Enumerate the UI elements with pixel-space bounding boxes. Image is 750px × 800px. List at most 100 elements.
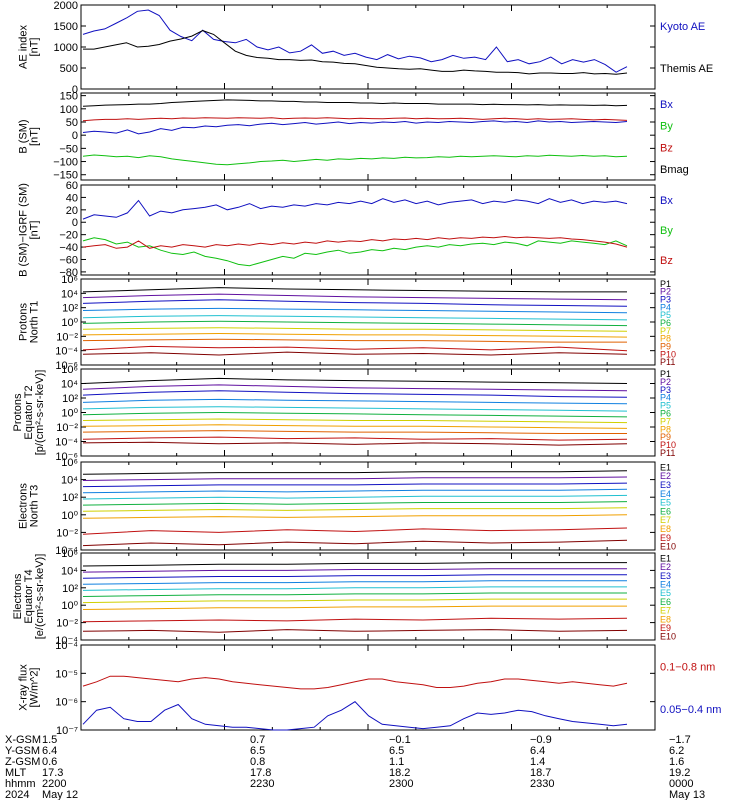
panel-frame <box>80 552 656 641</box>
series-line-p7 <box>82 327 628 332</box>
y-tick-label: 1500 <box>54 21 78 33</box>
y-tick-label: 0 <box>72 217 78 229</box>
series-line-e9 <box>82 527 628 535</box>
legend-label: P9 <box>660 341 671 351</box>
series-line-p7 <box>82 418 628 424</box>
legend-label: E10 <box>660 632 676 642</box>
y-axis-title: North T1 <box>29 301 41 344</box>
series-line-p4 <box>82 307 628 314</box>
panel-frame <box>80 461 656 551</box>
footer-row-label: Y-GSM <box>5 745 40 757</box>
series-line-e5 <box>82 494 628 500</box>
series-line-p11 <box>82 351 628 356</box>
legend-label: Bz <box>660 255 673 267</box>
legend-label: E7 <box>660 606 671 616</box>
series-line-e4 <box>82 488 628 494</box>
series-line-0-05-0-4-nm <box>82 701 628 731</box>
y-tick-label: 10⁻⁴ <box>55 635 78 647</box>
legend-label: 0.05−0.4 nm <box>660 704 721 716</box>
footer-value: 1.1 <box>389 756 404 768</box>
legend-label: P5 <box>660 310 671 320</box>
y-tick-label: 10⁶ <box>61 364 78 376</box>
legend-label: P4 <box>660 302 671 312</box>
footer-row-label: MLT <box>5 767 26 779</box>
footer-row-label: hhmm <box>5 778 36 790</box>
footer-value: 0000 <box>669 778 693 790</box>
y-tick-label: 10⁶ <box>61 548 78 560</box>
y-tick-label: 10⁻² <box>56 618 78 630</box>
legend-label: E2 <box>660 471 671 481</box>
series-line-p11 <box>82 441 628 446</box>
y-tick-label: 60 <box>66 180 78 192</box>
series-line-by <box>82 154 628 166</box>
legend-label: P1 <box>660 369 671 379</box>
series-line-e4 <box>82 580 627 585</box>
series-line-p6 <box>82 411 628 418</box>
legend-label: E8 <box>660 524 671 534</box>
legend-label: P2 <box>660 377 671 387</box>
series-line-e6 <box>82 592 627 597</box>
legend-label: E1 <box>660 553 671 563</box>
footer-value: 17.8 <box>250 767 271 779</box>
panel-frame <box>80 644 656 731</box>
series-line-e3 <box>82 482 628 488</box>
y-tick-label: 10⁶ <box>61 274 78 286</box>
series-line-bz <box>82 235 628 249</box>
legend-label: P1 <box>660 279 671 289</box>
y-axis-title: B (SM) <box>18 119 30 153</box>
legend-label: E5 <box>660 498 671 508</box>
series-line-e1 <box>82 470 628 475</box>
footer-value: 0.7 <box>250 734 265 746</box>
series-line-p3 <box>82 299 628 307</box>
series-line-bx <box>82 120 628 135</box>
legend-label: Bx <box>660 195 673 207</box>
series-line-p4 <box>82 398 628 405</box>
panel-frame <box>80 92 656 181</box>
y-axis-title: Electrons <box>12 573 24 619</box>
legend-label: P4 <box>660 393 671 403</box>
y-tick-label: 500 <box>60 63 78 75</box>
panel-frame <box>80 4 656 90</box>
y-tick-label: 10⁴ <box>61 475 78 487</box>
series-line-p9 <box>82 338 627 343</box>
legend-label: Bx <box>660 99 673 111</box>
y-tick-label: 10² <box>62 583 78 595</box>
y-tick-label: 10² <box>62 303 78 315</box>
y-tick-label: 40 <box>66 192 78 204</box>
footer-value: 0.6 <box>42 756 57 768</box>
footer-value: May 12 <box>42 789 78 800</box>
footer-value: 6.4 <box>530 745 545 757</box>
y-tick-label: −80 <box>59 267 78 279</box>
footer-value: 6.4 <box>42 745 57 757</box>
y-axis-title: [W/m^2] <box>29 668 41 708</box>
legend-label: P11 <box>660 357 675 367</box>
footer-value: 6.5 <box>250 745 265 757</box>
series-line-bz <box>82 117 628 122</box>
series-line-0-1-0-8-nm <box>82 675 628 690</box>
y-axis-title: Protons <box>12 393 24 431</box>
panel-frame <box>80 184 656 276</box>
footer-row-label: 2024 <box>5 789 29 800</box>
y-tick-label: 0 <box>72 130 78 142</box>
footer-value: −1.7 <box>669 734 691 746</box>
y-tick-label: 10⁶ <box>61 457 78 469</box>
series-line-p10 <box>82 345 628 352</box>
series-line-e5 <box>82 586 627 591</box>
y-tick-label: −100 <box>53 157 78 169</box>
series-line-p6 <box>82 320 628 327</box>
footer-value: 6.2 <box>669 745 684 757</box>
legend-label: P5 <box>660 401 671 411</box>
y-axis-title: X-ray flux <box>18 664 30 711</box>
series-line-e8 <box>82 605 627 610</box>
y-tick-label: 10⁻⁴ <box>55 545 78 557</box>
legend-label: P7 <box>660 326 671 336</box>
footer-value: 1.4 <box>530 756 545 768</box>
y-tick-label: 10⁻⁴ <box>55 346 78 358</box>
legend-label: P10 <box>660 440 676 450</box>
series-line-bmag <box>82 99 628 107</box>
footer-value: 2200 <box>42 778 66 790</box>
series-line-p8 <box>82 332 628 338</box>
footer-value: −0.1 <box>389 734 411 746</box>
legend-label: P6 <box>660 318 671 328</box>
legend-label: E7 <box>660 515 671 525</box>
